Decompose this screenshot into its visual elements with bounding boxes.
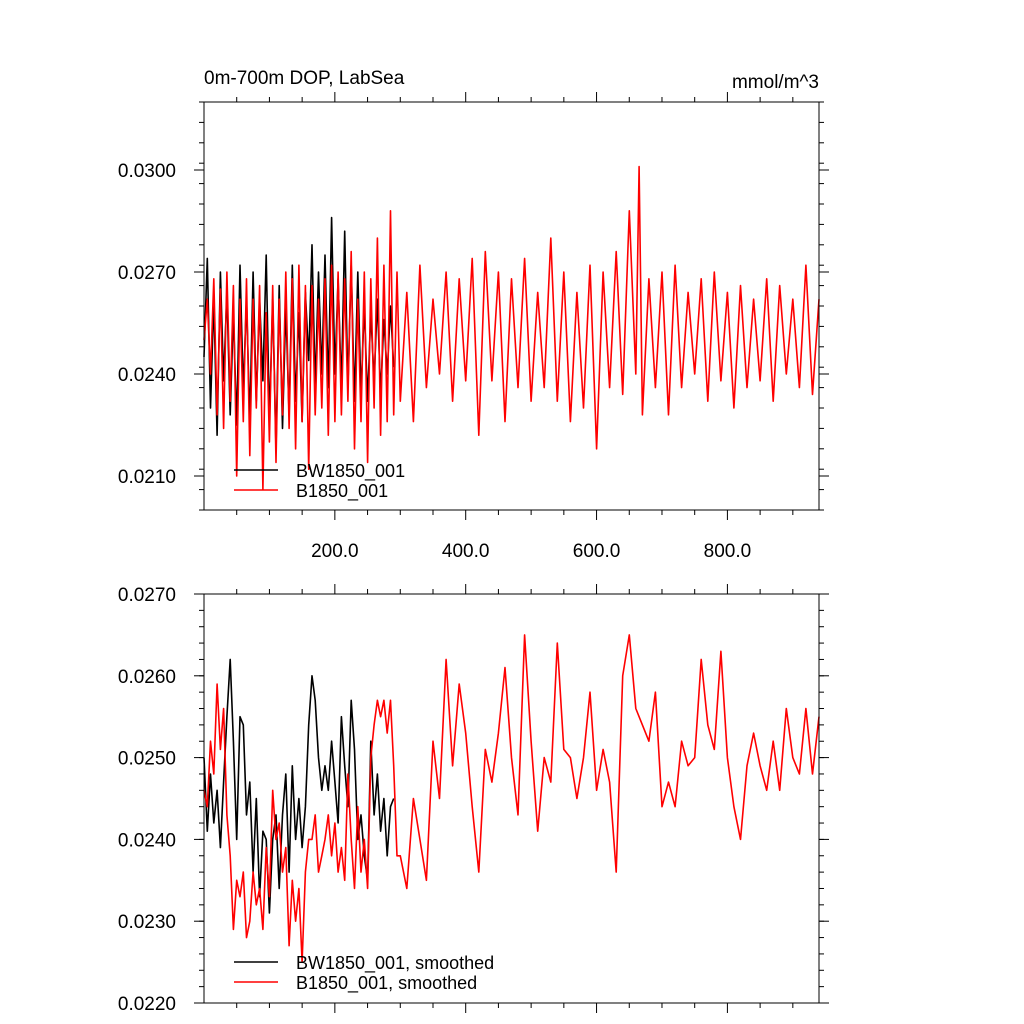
y-tick-label: 0.0240 bbox=[118, 830, 176, 851]
x-tick-label: 600.0 bbox=[573, 541, 621, 562]
series-line-0 bbox=[203, 658, 395, 914]
legend-label-1: B1850_001 bbox=[296, 481, 388, 502]
y-tick-label: 0.0270 bbox=[118, 585, 176, 606]
x-tick-label: 200.0 bbox=[311, 541, 359, 562]
top-chart-title: 0m-700m DOP, LabSea bbox=[204, 68, 405, 89]
x-tick-label: 400.0 bbox=[442, 541, 490, 562]
legend-label-0: BW1850_001, smoothed bbox=[296, 953, 494, 974]
x-tick-label: 800.0 bbox=[704, 541, 752, 562]
y-tick-label: 0.0260 bbox=[118, 667, 176, 688]
legend-label-1: B1850_001, smoothed bbox=[296, 973, 477, 994]
bottom-chart-axes: 0.0220 0.0230 0.0240 0.0250 0.0260 0.0270 bbox=[118, 584, 829, 1015]
y-tick-label: 0.0210 bbox=[118, 467, 176, 488]
top-chart-lines bbox=[203, 165, 820, 491]
series-line-1 bbox=[203, 634, 820, 963]
bottom-chart-plot-frame bbox=[203, 593, 820, 1004]
top-chart-panel: 0.0210 0.0240 0.0270 0.0300 200.0 400.0 600.0 8… bbox=[118, 68, 829, 562]
bottom-chart-lines bbox=[203, 634, 820, 963]
y-tick-label: 0.0250 bbox=[118, 749, 176, 770]
bottom-chart-panel: 0.0220 0.0230 0.0240 0.0250 0.0260 0.0270 BW1… bbox=[118, 584, 829, 1015]
y-tick-label: 0.0300 bbox=[118, 161, 176, 182]
y-tick-label: 0.0220 bbox=[118, 994, 176, 1015]
series-line-1 bbox=[203, 165, 820, 491]
y-tick-label: 0.0270 bbox=[118, 263, 176, 284]
legend-label-0: BW1850_001 bbox=[296, 461, 405, 482]
y-tick-label: 0.0240 bbox=[118, 365, 176, 386]
top-chart-units-label: mmol/m^3 bbox=[732, 72, 819, 93]
y-tick-label: 0.0230 bbox=[118, 912, 176, 933]
top-chart-axes: 0.0210 0.0240 0.0270 0.0300 200.0 400.0 600.0 8… bbox=[118, 92, 829, 562]
